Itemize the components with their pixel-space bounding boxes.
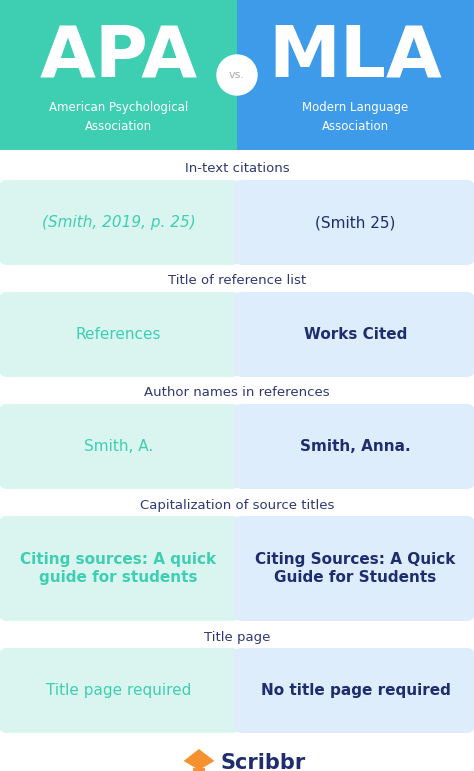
Text: Works Cited: Works Cited bbox=[304, 327, 407, 342]
FancyBboxPatch shape bbox=[193, 768, 205, 771]
Text: vs.: vs. bbox=[229, 70, 245, 80]
Polygon shape bbox=[183, 749, 214, 770]
FancyBboxPatch shape bbox=[0, 404, 240, 489]
Text: Citing Sources: A Quick
Guide for Students: Citing Sources: A Quick Guide for Studen… bbox=[255, 552, 456, 584]
FancyBboxPatch shape bbox=[234, 648, 474, 733]
FancyBboxPatch shape bbox=[0, 180, 240, 265]
Circle shape bbox=[217, 55, 257, 95]
FancyBboxPatch shape bbox=[234, 180, 474, 265]
Polygon shape bbox=[237, 0, 474, 150]
Text: No title page required: No title page required bbox=[261, 683, 450, 698]
Text: Author names in references: Author names in references bbox=[144, 386, 330, 399]
FancyBboxPatch shape bbox=[0, 516, 240, 621]
Text: (Smith 25): (Smith 25) bbox=[315, 215, 396, 230]
Text: American Psychological
Association: American Psychological Association bbox=[49, 102, 188, 133]
Text: Smith, Anna.: Smith, Anna. bbox=[300, 439, 411, 454]
FancyBboxPatch shape bbox=[234, 404, 474, 489]
FancyBboxPatch shape bbox=[0, 292, 240, 377]
Text: MLA: MLA bbox=[269, 22, 442, 92]
Text: Citing sources: A quick
guide for students: Citing sources: A quick guide for studen… bbox=[20, 552, 217, 584]
FancyBboxPatch shape bbox=[234, 292, 474, 377]
Text: Title page: Title page bbox=[204, 631, 270, 644]
Text: In-text citations: In-text citations bbox=[185, 163, 289, 176]
Text: Capitalization of source titles: Capitalization of source titles bbox=[140, 499, 334, 511]
Text: Smith, A.: Smith, A. bbox=[84, 439, 153, 454]
FancyBboxPatch shape bbox=[234, 516, 474, 621]
Text: Title of reference list: Title of reference list bbox=[168, 274, 306, 288]
Text: APA: APA bbox=[39, 22, 198, 92]
Text: Modern Language
Association: Modern Language Association bbox=[302, 102, 409, 133]
Polygon shape bbox=[0, 0, 237, 150]
Text: Scribbr: Scribbr bbox=[221, 753, 306, 771]
Text: Title page required: Title page required bbox=[46, 683, 191, 698]
Text: (Smith, 2019, p. 25): (Smith, 2019, p. 25) bbox=[42, 215, 195, 230]
FancyBboxPatch shape bbox=[0, 648, 240, 733]
Text: References: References bbox=[76, 327, 161, 342]
